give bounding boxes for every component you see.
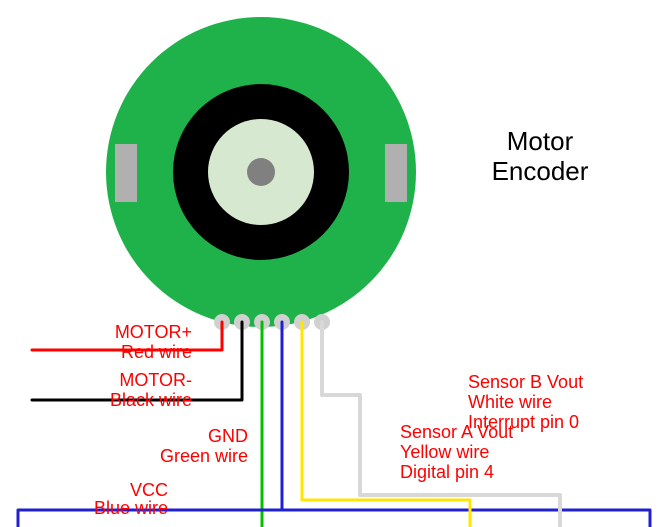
label-sensor-b-1: Sensor B Vout	[468, 372, 583, 392]
label-motor-plus-1: MOTOR+	[115, 322, 192, 342]
label-sensor-b-3: Interrupt pin 0	[468, 412, 579, 432]
label-motor-minus-2: Black wire	[110, 390, 192, 410]
title-line2: Encoder	[492, 156, 589, 186]
encoder-tab-right	[385, 144, 407, 202]
label-vcc-2: Blue wire	[94, 498, 168, 518]
label-sensor-a-3: Digital pin 4	[400, 462, 494, 482]
label-gnd-1: GND	[208, 426, 248, 446]
label-vcc-1: VCC	[130, 480, 168, 500]
label-gnd-2: Green wire	[160, 446, 248, 466]
encoder-hub	[247, 158, 275, 186]
label-motor-plus-2: Red wire	[121, 342, 192, 362]
motor-encoder-diagram: Motor Encoder MOTOR+ Red wire MOTOR- Bla…	[0, 0, 661, 527]
label-motor-minus-1: MOTOR-	[119, 370, 192, 390]
label-sensor-b-2: White wire	[468, 392, 552, 412]
encoder-body	[106, 17, 416, 330]
title-line1: Motor	[507, 126, 574, 156]
label-sensor-a-2: Yellow wire	[400, 442, 489, 462]
encoder-tab-left	[115, 144, 137, 202]
labels-group: MOTOR+ Red wire MOTOR- Black wire GND Gr…	[94, 322, 583, 518]
